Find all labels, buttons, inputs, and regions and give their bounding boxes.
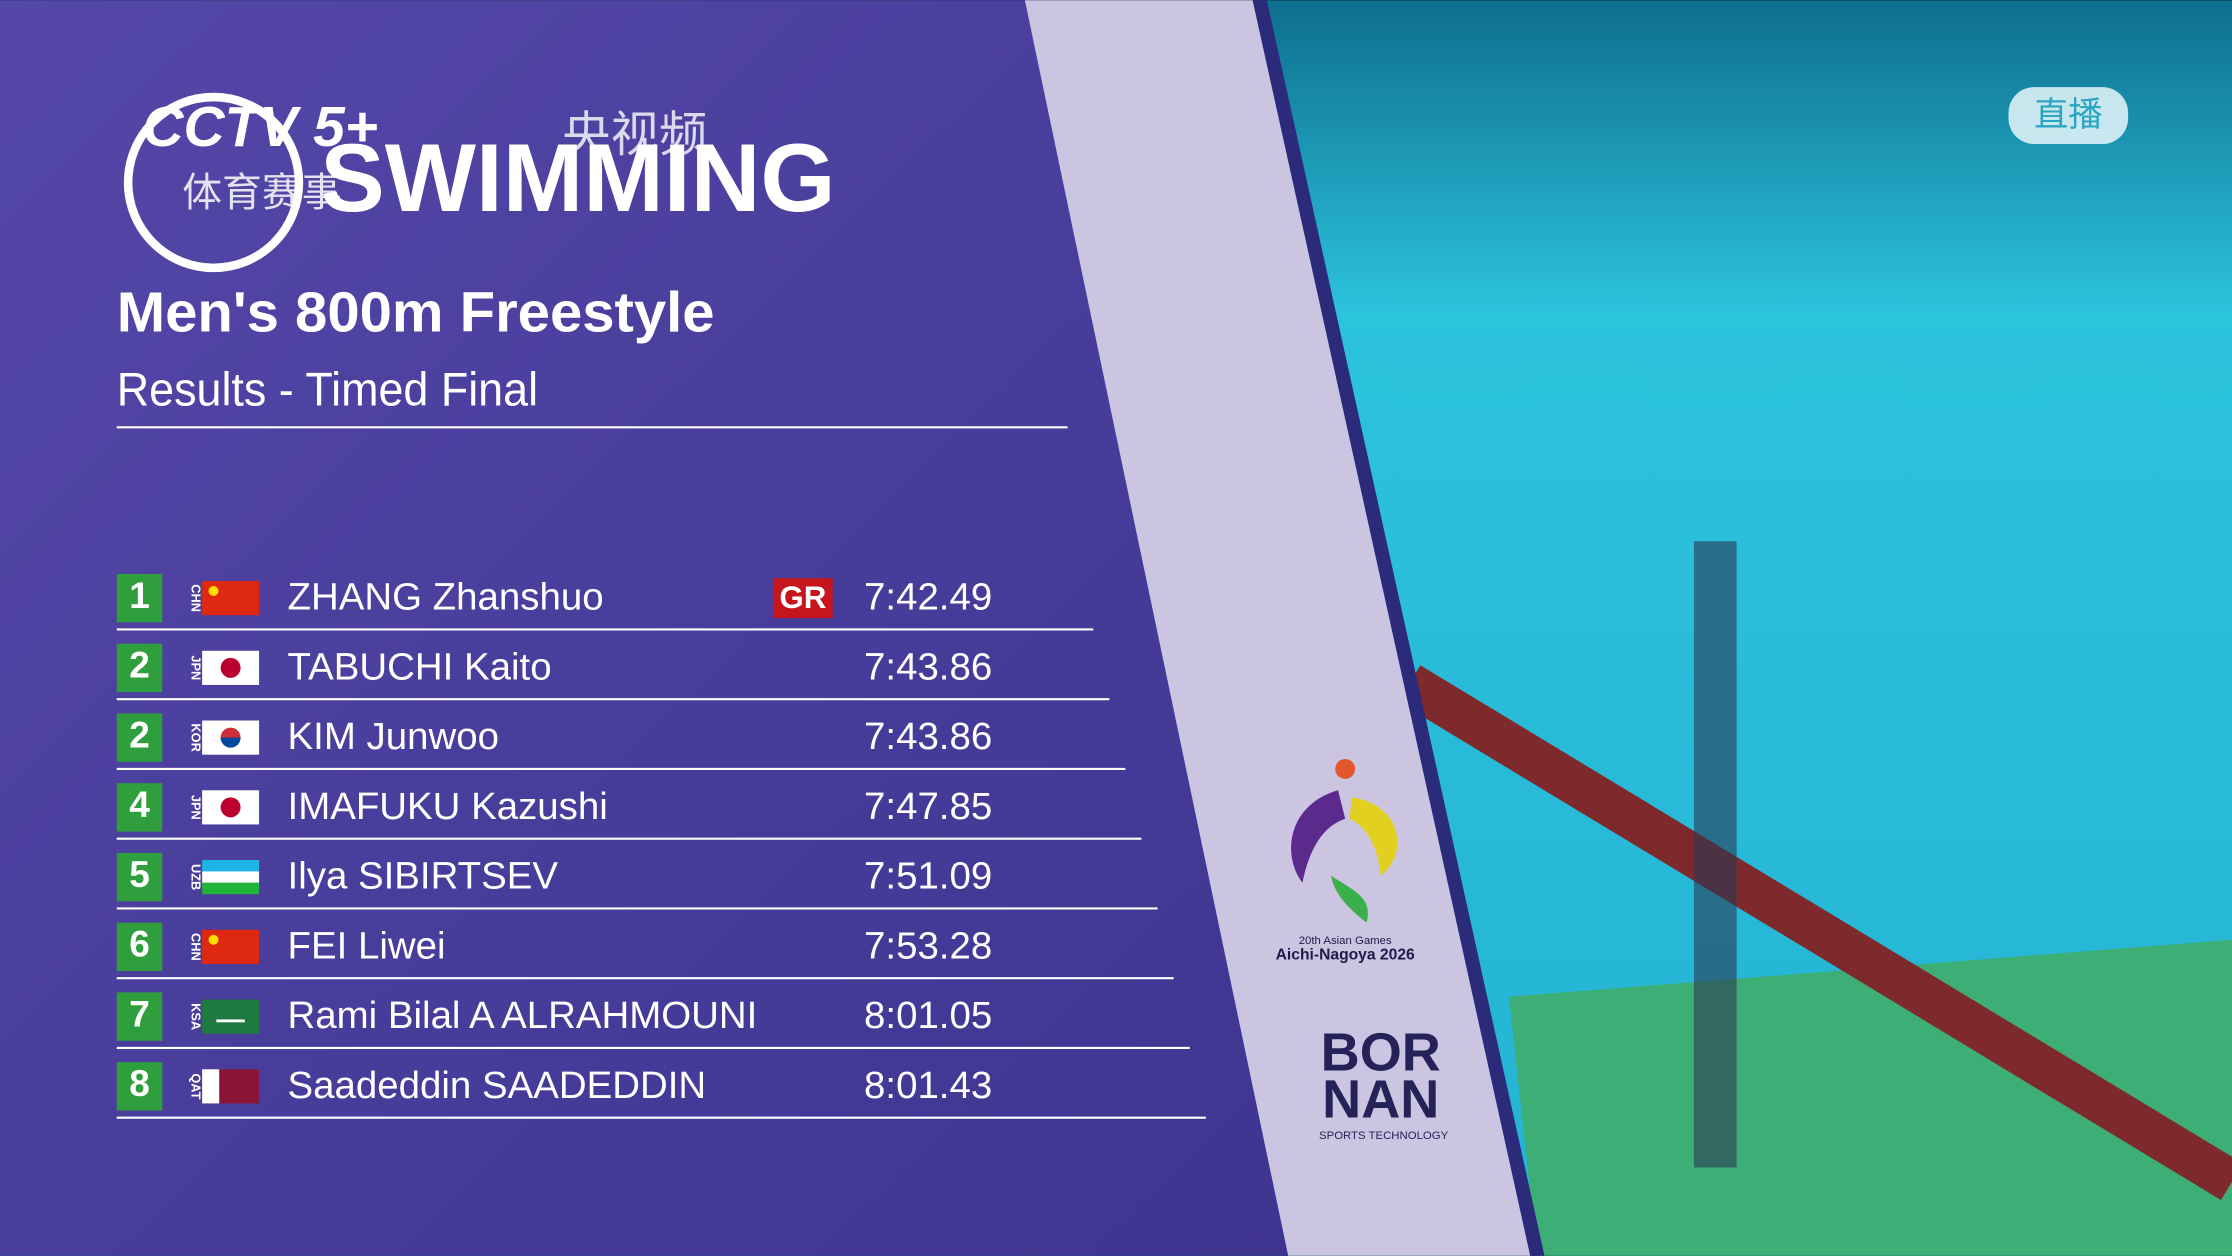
games-name: 20th Asian Games — [1299, 935, 1392, 947]
lane-rope — [1398, 665, 2232, 1200]
rank: 7 — [129, 992, 150, 1034]
result-time: 7:43.86 — [864, 715, 992, 758]
rank-box — [116, 1062, 163, 1111]
result-row: 5 UZB Ilya SIBIRTSEV 7:51.09 — [116, 852, 1158, 910]
phase-title: Results - Timed Final — [117, 363, 538, 416]
rank: 1 — [129, 574, 150, 616]
logo-shape — [1291, 790, 1346, 883]
rank: 6 — [129, 923, 150, 965]
app-logo: 央视频 — [562, 108, 707, 162]
rank-box — [116, 992, 163, 1041]
rank-box — [116, 573, 163, 623]
pool-floor — [1508, 939, 2232, 1256]
flag — [202, 999, 260, 1034]
result-row: 8 QAT Saadeddin SAADEDDIN 8:01.43 — [116, 1062, 1206, 1119]
event-title: Men's 800m Freestyle — [117, 280, 715, 344]
result-time: 8:01.43 — [864, 1064, 992, 1107]
rank: 8 — [129, 1062, 150, 1104]
athlete-name: Ilya SIBIRTSEV — [288, 855, 559, 898]
results-table: 1 CHN ZHANG Zhanshuo GR 7:42.49 2 JPN TABUCHI K… — [116, 573, 1206, 1119]
result-time: 8:01.05 — [864, 994, 992, 1037]
athlete-name: IMAFUKU Kazushi — [288, 785, 608, 828]
sponsor-top: BOR — [1321, 1023, 1441, 1083]
sponsor-tagline: SPORTS TECHNOLOGY — [1319, 1130, 1449, 1142]
flag-star — [208, 586, 219, 596]
result-row: 1 CHN ZHANG Zhanshuo GR 7:42.49 — [116, 573, 1094, 631]
result-row: 4 JPN IMAFUKU Kazushi 7:47.85 — [116, 783, 1142, 840]
rank-box — [116, 852, 163, 902]
logo-sun — [1335, 758, 1356, 779]
country-code: KSA — [189, 1003, 204, 1030]
country-code: CHN — [189, 584, 204, 612]
cctv-ring — [123, 92, 304, 273]
flag — [202, 871, 260, 883]
country-code: UZB — [189, 864, 204, 890]
flag — [202, 860, 260, 872]
live-badge — [2008, 87, 2129, 145]
country-code: JPN — [189, 795, 204, 820]
athlete-name: ZHANG Zhanshuo — [288, 576, 604, 619]
country-code: JPN — [189, 655, 204, 680]
result-row: 2 JPN TABUCHI Kaito 7:43.86 — [116, 643, 1110, 701]
result-time: 7:53.28 — [864, 924, 992, 967]
rank-box — [116, 713, 163, 762]
country-code: KOR — [189, 723, 204, 751]
sponsor-bottom: NAN — [1322, 1070, 1439, 1130]
rank-box — [116, 922, 163, 972]
program-logo: 体育赛事 — [182, 171, 341, 215]
graphic-panel — [0, 0, 1289, 1256]
rank-box — [116, 643, 163, 693]
rank-box — [116, 783, 163, 832]
result-row: 6 CHN FEI Liwei 7:53.28 — [116, 922, 1174, 980]
rank: 2 — [129, 713, 150, 755]
flag — [202, 1069, 220, 1104]
diagonal-edge — [1252, 0, 1545, 1256]
asian-games-logo: 20th Asian Games Aichi-Nagoya 2026 — [1276, 758, 1415, 964]
logo-shape — [1330, 875, 1368, 923]
starting-block-shadow — [1693, 541, 1737, 1168]
channel-logo: CCTV 5+ — [142, 95, 378, 159]
rank: 5 — [129, 853, 150, 895]
athlete-name: TABUCHI Kaito — [288, 645, 552, 688]
result-row: 7 KSA Rami Bilal A ALRAHMOUNI 8:01.05 — [116, 992, 1190, 1049]
result-time: 7:51.09 — [864, 855, 992, 898]
result-time: 7:42.49 — [864, 576, 992, 619]
country-code: QAT — [189, 1073, 204, 1099]
live-label: 直播 — [2034, 96, 2102, 134]
result-time: 7:47.85 — [864, 785, 992, 828]
rank: 4 — [129, 783, 150, 825]
sport-title: SWIMMING — [320, 123, 835, 232]
games-host: Aichi-Nagoya 2026 — [1276, 947, 1415, 964]
athlete-name: Rami Bilal A ALRAHMOUNI — [288, 994, 758, 1037]
athlete-name: Saadeddin SAADEDDIN — [288, 1064, 707, 1107]
logo-shape — [1349, 797, 1398, 876]
record-label: GR — [779, 580, 826, 615]
flag — [202, 882, 260, 895]
flag — [202, 929, 260, 964]
record-badge — [772, 578, 833, 619]
athlete-name: FEI Liwei — [288, 924, 446, 967]
flag-disc — [220, 797, 241, 818]
flag-disc — [220, 737, 241, 748]
flag-sword — [216, 1019, 245, 1023]
flag-star — [208, 934, 219, 945]
rank: 2 — [129, 644, 150, 686]
flag-disc — [220, 657, 241, 678]
athlete-name: KIM Junwoo — [288, 715, 499, 758]
result-time: 7:43.86 — [864, 645, 992, 688]
diagonal-strip — [1024, 0, 1531, 1256]
country-code: CHN — [189, 933, 204, 961]
result-row: 2 KOR KIM Junwoo 7:43.86 — [116, 713, 1126, 770]
flag — [202, 581, 260, 616]
